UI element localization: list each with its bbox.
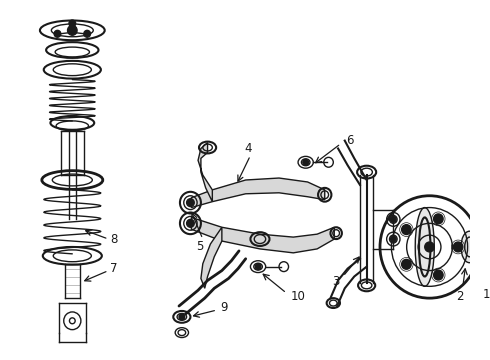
Circle shape bbox=[434, 270, 443, 280]
Text: 6: 6 bbox=[345, 134, 353, 147]
Circle shape bbox=[187, 219, 194, 227]
Text: 1: 1 bbox=[483, 288, 490, 301]
Circle shape bbox=[391, 236, 396, 242]
Ellipse shape bbox=[415, 208, 434, 286]
Text: 8: 8 bbox=[110, 233, 118, 246]
Polygon shape bbox=[201, 227, 222, 288]
Text: 4: 4 bbox=[245, 142, 252, 155]
Circle shape bbox=[255, 264, 261, 270]
Circle shape bbox=[179, 314, 185, 320]
Circle shape bbox=[187, 199, 194, 207]
Circle shape bbox=[434, 214, 443, 224]
Ellipse shape bbox=[461, 231, 478, 263]
Text: 9: 9 bbox=[220, 301, 227, 315]
Polygon shape bbox=[192, 178, 325, 208]
Circle shape bbox=[69, 20, 75, 27]
Circle shape bbox=[402, 260, 411, 269]
Text: 7: 7 bbox=[110, 262, 118, 275]
Polygon shape bbox=[198, 143, 212, 202]
Circle shape bbox=[425, 242, 434, 252]
Polygon shape bbox=[192, 217, 334, 253]
Circle shape bbox=[54, 30, 61, 37]
Text: 2: 2 bbox=[456, 290, 464, 303]
Circle shape bbox=[391, 216, 396, 222]
Circle shape bbox=[402, 225, 411, 234]
Text: 10: 10 bbox=[291, 290, 305, 303]
Text: 5: 5 bbox=[196, 240, 204, 253]
Circle shape bbox=[453, 242, 463, 252]
Text: 3: 3 bbox=[333, 275, 340, 288]
Circle shape bbox=[68, 26, 77, 35]
Circle shape bbox=[303, 159, 309, 165]
Circle shape bbox=[84, 30, 91, 37]
